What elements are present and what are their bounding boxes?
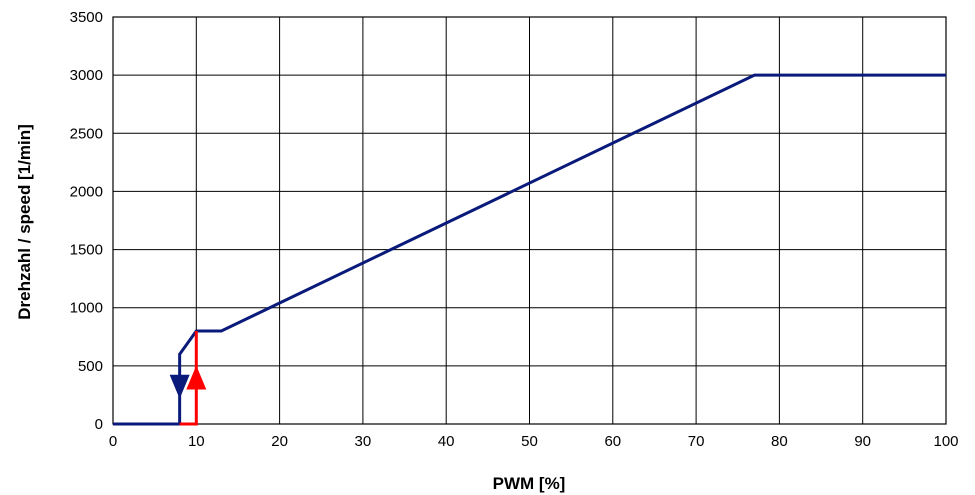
y-tick-label: 500 bbox=[78, 358, 103, 375]
x-tick-label: 30 bbox=[355, 433, 372, 450]
markers-layer bbox=[169, 365, 207, 399]
y-tick-label: 3500 bbox=[70, 9, 103, 26]
x-tick-label: 60 bbox=[604, 433, 621, 450]
x-tick-label: 70 bbox=[688, 433, 705, 450]
tick-labels: 0 10 20 30 40 50 60 70 80 90 100050010001500200025… bbox=[70, 9, 959, 450]
x-tick-label: 50 bbox=[521, 433, 538, 450]
x-axis-label: PWM [%] bbox=[493, 474, 566, 493]
grid bbox=[112, 16, 947, 425]
series-layer bbox=[113, 73, 946, 426]
x-tick-label: 0 bbox=[109, 433, 117, 450]
x-tick-label: 20 bbox=[271, 433, 288, 450]
y-tick-label: 2500 bbox=[70, 125, 103, 142]
y-tick-label: 3000 bbox=[70, 67, 103, 84]
x-tick-label: 10 bbox=[188, 433, 205, 450]
triangle-up-marker bbox=[186, 365, 207, 390]
triangle-down-marker bbox=[169, 374, 190, 399]
y-tick-label: 2000 bbox=[70, 183, 103, 200]
y-tick-label: 1500 bbox=[70, 242, 103, 259]
x-tick-label: 100 bbox=[933, 433, 958, 450]
x-tick-label: 90 bbox=[854, 433, 871, 450]
y-tick-label: 0 bbox=[95, 416, 103, 433]
x-tick-label: 40 bbox=[438, 433, 455, 450]
y-axis-label: Drehzahl / speed [1/min] bbox=[15, 124, 34, 320]
y-tick-label: 1000 bbox=[70, 300, 103, 317]
x-tick-label: 80 bbox=[771, 433, 788, 450]
series-line bbox=[179, 330, 198, 426]
plot-area-border bbox=[112, 16, 947, 425]
